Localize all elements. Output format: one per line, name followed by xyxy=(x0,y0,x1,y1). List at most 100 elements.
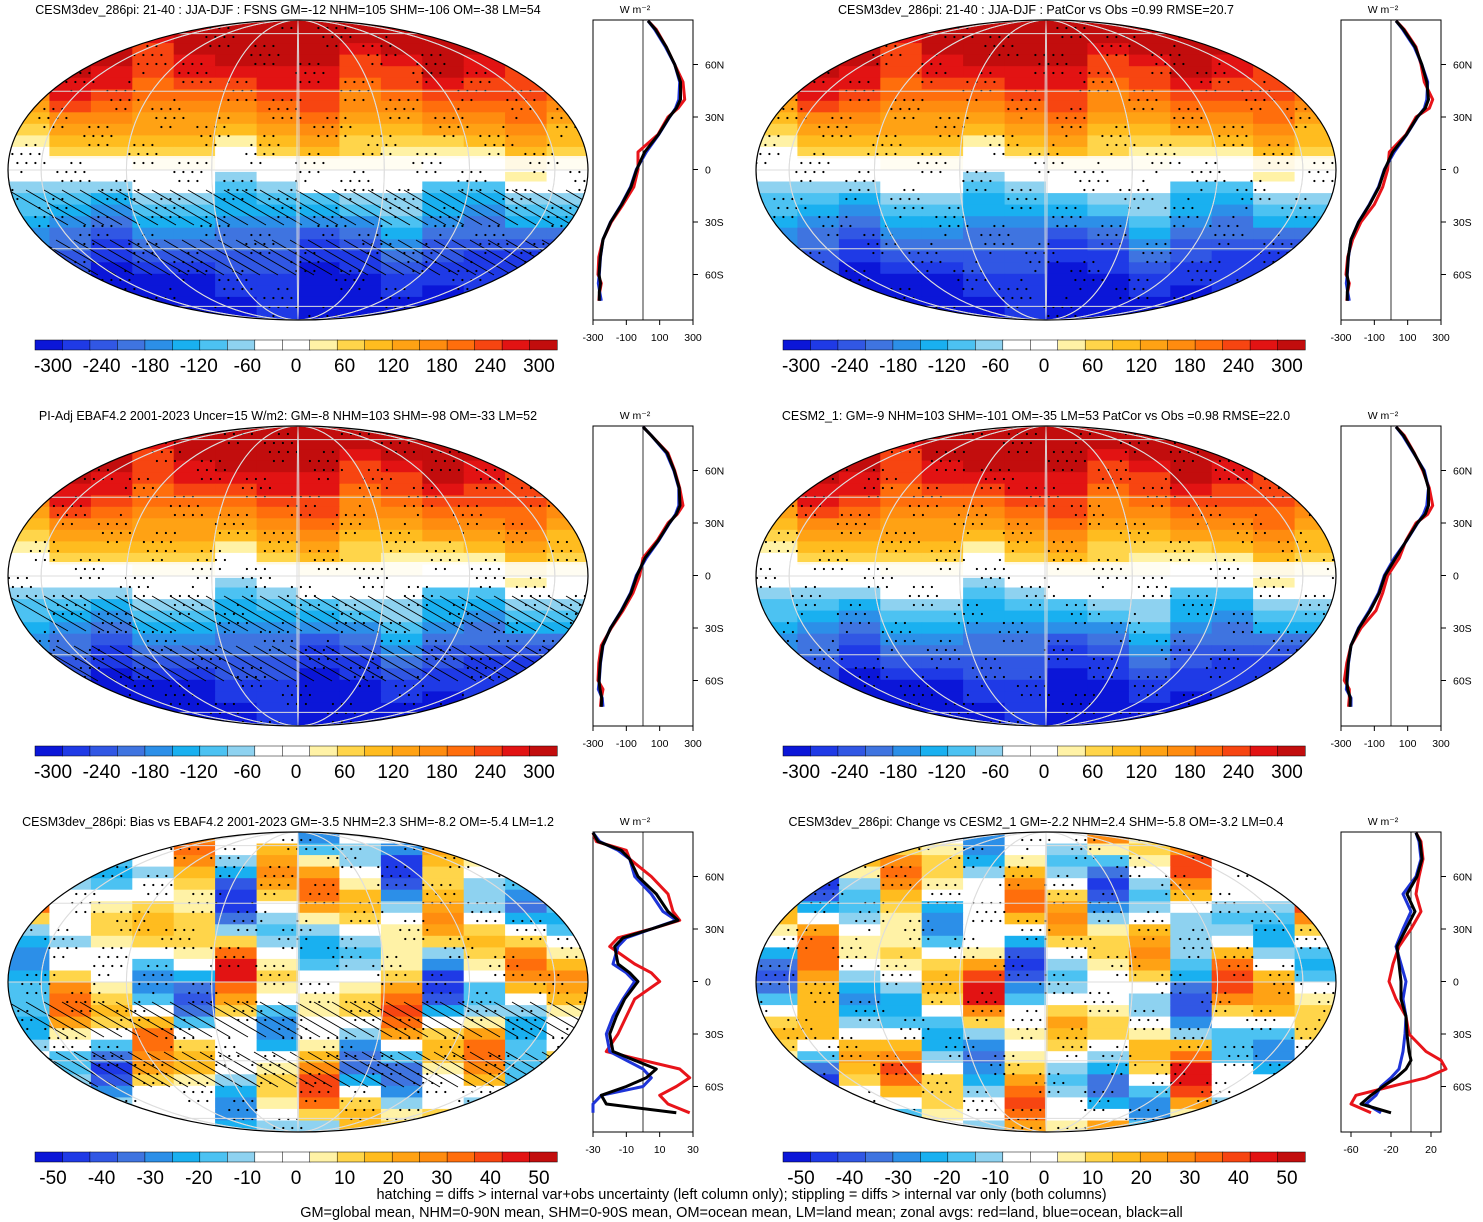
field-cell xyxy=(1046,228,1088,240)
field-cell xyxy=(422,251,464,263)
stipple-dot xyxy=(1120,442,1122,444)
stipple-dot xyxy=(1065,135,1067,137)
stipple-dot xyxy=(990,577,992,579)
stipple-dot xyxy=(516,442,518,444)
field-cell xyxy=(1046,66,1088,78)
field-cell xyxy=(1295,461,1337,473)
stipple-dot xyxy=(935,252,937,254)
field-cell xyxy=(797,680,839,692)
stipple-dot xyxy=(1200,279,1202,281)
stipple-dot xyxy=(92,315,94,317)
stipple-dot xyxy=(16,198,18,200)
stipple-dot xyxy=(61,72,63,74)
stipple-dot xyxy=(759,153,761,155)
stipple-dot xyxy=(1065,63,1067,65)
stipple-dot xyxy=(966,189,968,191)
stipple-dot xyxy=(385,288,387,290)
stipple-dot xyxy=(209,315,211,317)
field-cell xyxy=(922,101,964,113)
stipple-dot xyxy=(569,207,571,209)
stipple-dot xyxy=(845,180,847,182)
stipple-dot xyxy=(417,514,419,516)
stipple-dot xyxy=(579,622,581,624)
stipple-dot xyxy=(796,442,798,444)
stipple-dot xyxy=(963,505,965,507)
stipple-dot xyxy=(197,469,199,471)
stipple-dot xyxy=(485,469,487,471)
stipple-dot xyxy=(493,144,495,146)
stipple-dot xyxy=(1125,577,1127,579)
stipple-dot xyxy=(773,252,775,254)
field-cell xyxy=(381,518,423,530)
stipple-dot xyxy=(142,162,144,164)
stipple-dot xyxy=(439,36,441,38)
stipple-dot xyxy=(116,613,118,615)
stipple-dot xyxy=(439,234,441,236)
stipple-dot xyxy=(566,451,568,453)
stipple-dot xyxy=(1056,117,1058,119)
stipple-dot xyxy=(1173,315,1175,317)
field-cell xyxy=(257,634,299,646)
stipple-dot xyxy=(232,36,234,38)
stipple-dot xyxy=(119,189,121,191)
field-cell xyxy=(797,228,839,240)
field-cell xyxy=(257,622,299,634)
stipple-dot xyxy=(936,595,938,597)
stipple-dot xyxy=(782,306,784,308)
field-cell xyxy=(381,182,423,194)
stipple-dot xyxy=(215,469,217,471)
stipple-dot xyxy=(101,135,103,137)
stipple-dot xyxy=(1251,523,1253,525)
stipple-dot xyxy=(936,559,938,561)
stipple-dot xyxy=(98,577,100,579)
field-cell xyxy=(505,124,547,136)
field-cell xyxy=(1005,216,1047,228)
stipple-dot xyxy=(1178,108,1180,110)
stipple-dot xyxy=(34,162,36,164)
stipple-dot xyxy=(425,315,427,317)
field-cell xyxy=(298,530,340,542)
stipple-dot xyxy=(583,72,585,74)
stipple-dot xyxy=(579,460,581,462)
field-cell xyxy=(381,112,423,124)
stipple-dot xyxy=(326,135,328,137)
stipple-dot xyxy=(353,189,355,191)
stipple-dot xyxy=(1327,496,1329,498)
stipple-dot xyxy=(804,63,806,65)
stipple-dot xyxy=(65,117,67,119)
field-cell xyxy=(1087,55,1129,67)
stipple-dot xyxy=(341,433,343,435)
stipple-dot xyxy=(836,306,838,308)
stipple-dot xyxy=(1111,622,1113,624)
stipple-dot xyxy=(452,225,454,227)
field-cell xyxy=(422,426,464,438)
stipple-dot xyxy=(930,261,932,263)
stipple-dot xyxy=(291,640,293,642)
stipple-dot xyxy=(944,234,946,236)
field-cell xyxy=(381,634,423,646)
stipple-dot xyxy=(867,189,869,191)
stipple-dot xyxy=(97,216,99,218)
stipple-dot xyxy=(278,451,280,453)
stipple-dot xyxy=(985,478,987,480)
stipple-dot xyxy=(1254,297,1256,299)
field-cell xyxy=(215,472,257,484)
stipple-dot xyxy=(818,270,820,272)
stipple-dot xyxy=(317,63,319,65)
stipple-dot xyxy=(1327,460,1329,462)
stipple-dot xyxy=(385,144,387,146)
colorbar-swatch xyxy=(35,340,63,350)
field-cell xyxy=(49,135,91,147)
field-cell xyxy=(1253,668,1295,680)
field-cell xyxy=(880,20,922,32)
stipple-dot xyxy=(1088,270,1090,272)
stipple-dot xyxy=(918,595,920,597)
field-cell xyxy=(298,449,340,461)
panel-title: PI-Adj EBAF4.2 2001-2023 Uncer=15 W/m2: … xyxy=(39,409,537,423)
stipple-dot xyxy=(926,162,928,164)
stipple-dot xyxy=(449,559,451,561)
stipple-dot xyxy=(1196,216,1198,218)
stipple-dot xyxy=(389,45,391,47)
field-cell xyxy=(880,599,922,611)
stipple-dot xyxy=(1183,460,1185,462)
